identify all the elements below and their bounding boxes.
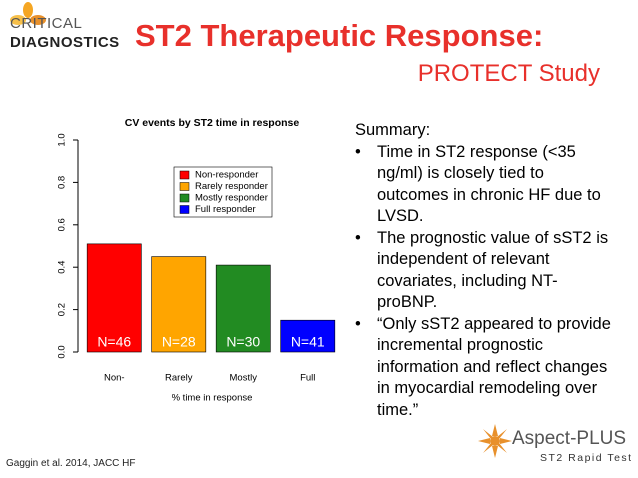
- legend-swatch: [179, 193, 190, 203]
- y-tick-label: 1.0: [57, 133, 68, 146]
- chart: CV events by ST2 time in response % time…: [57, 117, 336, 404]
- y-tick-label: 0.6: [57, 218, 68, 231]
- bar-label: N=28: [162, 334, 196, 350]
- x-tick-label: Full: [300, 373, 315, 384]
- legend-label: Non-responder: [195, 170, 258, 181]
- x-axis-label: % time in response: [172, 393, 253, 404]
- logo-line: CRITICAL: [10, 15, 83, 32]
- y-tick-label: 0.2: [57, 303, 68, 316]
- bullet-list: Time in ST2 response (<35 ng/ml) is clos…: [355, 142, 613, 422]
- logo-text: CRITICAL DIAGNOSTICS: [10, 14, 120, 52]
- logo-mark: [10, 2, 46, 25]
- x-tick-label: Rarely: [165, 373, 193, 384]
- legend-label: Rarely responder: [195, 181, 268, 192]
- bar: [280, 319, 336, 353]
- legend-swatch: [179, 205, 190, 214]
- bullet: The prognostic value of sST2 is independ…: [355, 228, 613, 314]
- slide-title: ST2 Therapeutic Response:: [135, 18, 544, 53]
- x-tick-label: Non-: [104, 373, 125, 384]
- chart-title: CV events by ST2 time in response: [125, 117, 300, 129]
- summary-heading: Summary:: [355, 121, 431, 139]
- legend-swatch: [179, 182, 190, 191]
- legend-box: [173, 166, 273, 218]
- bar-label: N=41: [291, 334, 325, 350]
- legend-label: Full responder: [195, 204, 256, 215]
- y-tick-label: 0.8: [57, 176, 68, 189]
- y-tick-label: 0.0: [57, 345, 68, 358]
- bar: [215, 264, 271, 353]
- citation: Gaggin et al. 2014, JACC HF: [6, 458, 136, 469]
- bar-label: N=46: [97, 334, 131, 350]
- product-tagline: ST2 Rapid Test: [540, 452, 633, 464]
- bar-label: N=30: [226, 334, 260, 350]
- slide-subtitle: PROTECT Study: [417, 60, 600, 87]
- y-tick-label: 0.4: [57, 261, 68, 274]
- bullet: Time in ST2 response (<35 ng/ml) is clos…: [355, 142, 613, 228]
- product-icon: [478, 424, 512, 458]
- x-tick-label: Mostly: [230, 373, 258, 384]
- logo-line: DIAGNOSTICS: [10, 34, 120, 51]
- legend-swatch: [179, 170, 190, 180]
- legend-label: Mostly responder: [195, 193, 268, 204]
- bullet: “Only sST2 appeared to provide increment…: [355, 314, 613, 422]
- bar: [151, 256, 207, 353]
- product-name: Aspect-PLUS: [512, 428, 627, 449]
- summary: Summary: Time in ST2 response (<35 ng/ml…: [355, 120, 613, 421]
- bar: [86, 243, 142, 353]
